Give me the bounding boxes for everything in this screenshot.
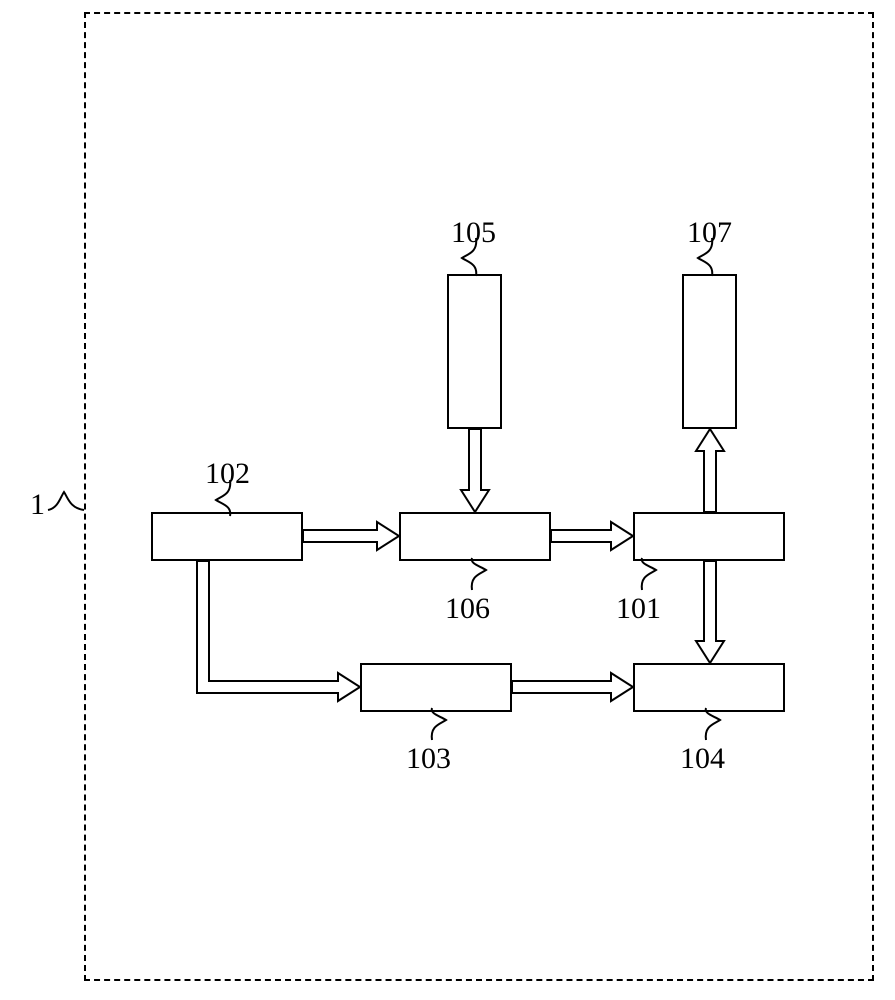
node-106 <box>399 512 551 561</box>
node-107 <box>682 274 737 429</box>
diagram-canvas: 1 102 105 106 101 107 103 104 <box>0 0 895 1000</box>
node-105 <box>447 274 502 429</box>
label-102: 102 <box>205 457 250 491</box>
node-102 <box>151 512 303 561</box>
label-1: 1 <box>30 488 45 522</box>
node-103 <box>360 663 512 712</box>
label-106: 106 <box>445 592 490 626</box>
label-104: 104 <box>680 742 725 776</box>
label-107: 107 <box>687 216 732 250</box>
node-104 <box>633 663 785 712</box>
outer-dashed-frame <box>84 12 874 981</box>
label-105: 105 <box>451 216 496 250</box>
label-101: 101 <box>616 592 661 626</box>
lead-1 <box>48 492 84 510</box>
node-101 <box>633 512 785 561</box>
label-103: 103 <box>406 742 451 776</box>
